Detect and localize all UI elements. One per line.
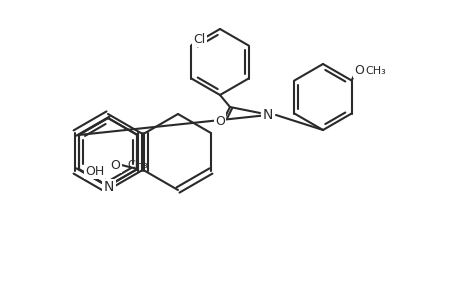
Text: CH₃: CH₃ xyxy=(365,65,386,76)
Text: CH₃: CH₃ xyxy=(127,160,148,170)
Text: O: O xyxy=(215,115,224,128)
Text: OH: OH xyxy=(85,164,104,178)
Text: N: N xyxy=(104,180,114,194)
Text: O: O xyxy=(110,158,120,172)
Text: N: N xyxy=(262,108,273,122)
Text: O: O xyxy=(354,64,364,77)
Text: Cl: Cl xyxy=(193,33,205,46)
